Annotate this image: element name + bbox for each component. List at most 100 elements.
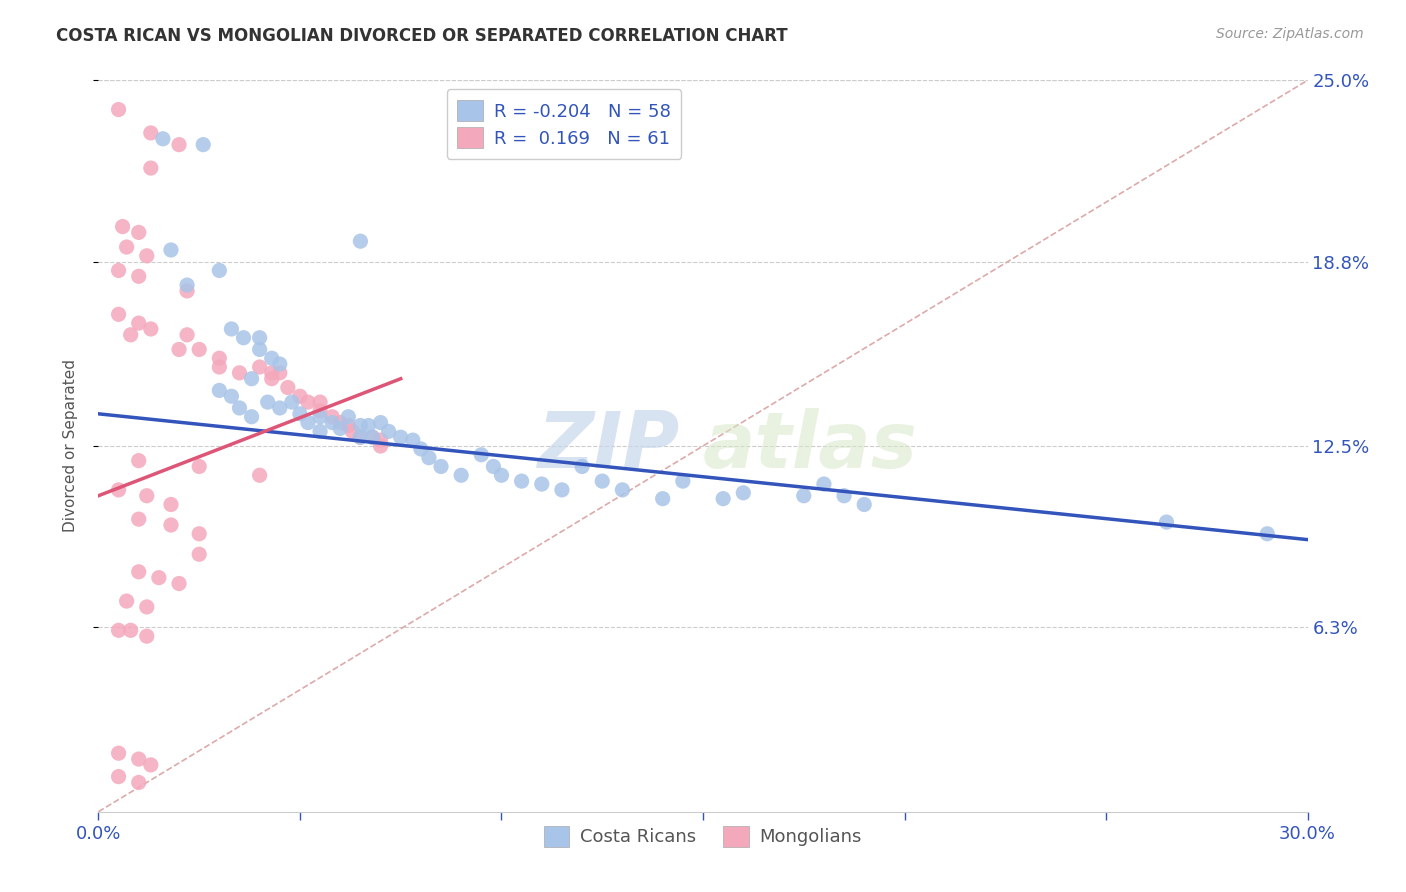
Point [228, 401, 250, 415]
Point [188, 526, 211, 541]
Point [321, 409, 343, 424]
Point [120, 327, 142, 342]
Text: Source: ZipAtlas.com: Source: ZipAtlas.com [1216, 27, 1364, 41]
Point [450, 468, 472, 483]
Point [793, 489, 815, 503]
Point [139, 322, 162, 336]
Point [281, 395, 304, 409]
Point [571, 459, 593, 474]
Point [370, 416, 392, 430]
Point [321, 416, 343, 430]
Point [128, 752, 150, 766]
Point [107, 307, 129, 321]
Point [260, 351, 283, 366]
Point [309, 425, 332, 439]
Point [530, 477, 553, 491]
Point [120, 624, 142, 638]
Point [389, 430, 412, 444]
Point [370, 433, 392, 447]
Point [361, 430, 384, 444]
Point [135, 249, 157, 263]
Point [176, 327, 198, 342]
Point [853, 498, 876, 512]
Point [482, 459, 505, 474]
Point [160, 498, 183, 512]
Point [297, 395, 319, 409]
Point [651, 491, 673, 506]
Point [309, 409, 332, 424]
Point [167, 343, 190, 357]
Point [711, 491, 734, 506]
Point [221, 322, 243, 336]
Point [128, 775, 150, 789]
Point [167, 137, 190, 152]
Point [128, 226, 150, 240]
Point [176, 284, 198, 298]
Point [249, 468, 271, 483]
Point [349, 234, 371, 248]
Point [612, 483, 634, 497]
Point [111, 219, 134, 234]
Point [288, 389, 311, 403]
Point [188, 547, 211, 561]
Point [139, 161, 162, 175]
Point [329, 416, 352, 430]
Point [160, 243, 183, 257]
Point [115, 240, 138, 254]
Point [349, 418, 371, 433]
Point [269, 401, 291, 415]
Point [297, 416, 319, 430]
Point [135, 489, 157, 503]
Point [188, 459, 211, 474]
Point [240, 372, 263, 386]
Point [491, 468, 513, 483]
Point [377, 425, 399, 439]
Point [107, 746, 129, 760]
Point [139, 758, 162, 772]
Point [342, 425, 364, 439]
Point [128, 269, 150, 284]
Point [418, 450, 440, 465]
Point [309, 395, 332, 409]
Point [240, 409, 263, 424]
Y-axis label: Divorced or Separated: Divorced or Separated [63, 359, 77, 533]
Point [167, 576, 190, 591]
Point [470, 448, 492, 462]
Point [128, 316, 150, 330]
Point [232, 331, 254, 345]
Point [269, 357, 291, 371]
Point [256, 395, 278, 409]
Point [188, 343, 211, 357]
Point [107, 624, 129, 638]
Point [430, 459, 453, 474]
Point [128, 453, 150, 467]
Point [349, 430, 371, 444]
Point [228, 366, 250, 380]
Point [813, 477, 835, 491]
Point [176, 278, 198, 293]
Point [672, 474, 695, 488]
Point [135, 629, 157, 643]
Point [152, 132, 174, 146]
Point [1256, 526, 1278, 541]
Point [337, 418, 360, 433]
Text: ZIP: ZIP [537, 408, 679, 484]
Point [208, 263, 231, 277]
Point [329, 421, 352, 435]
Point [1156, 515, 1178, 529]
Point [135, 599, 157, 614]
Point [357, 418, 380, 433]
Point [337, 409, 360, 424]
Point [128, 565, 150, 579]
Point [277, 380, 299, 394]
Point [221, 389, 243, 403]
Point [107, 263, 129, 277]
Point [107, 770, 129, 784]
Point [107, 103, 129, 117]
Point [349, 430, 371, 444]
Point [208, 351, 231, 366]
Point [160, 518, 183, 533]
Point [269, 366, 291, 380]
Point [551, 483, 574, 497]
Point [139, 126, 162, 140]
